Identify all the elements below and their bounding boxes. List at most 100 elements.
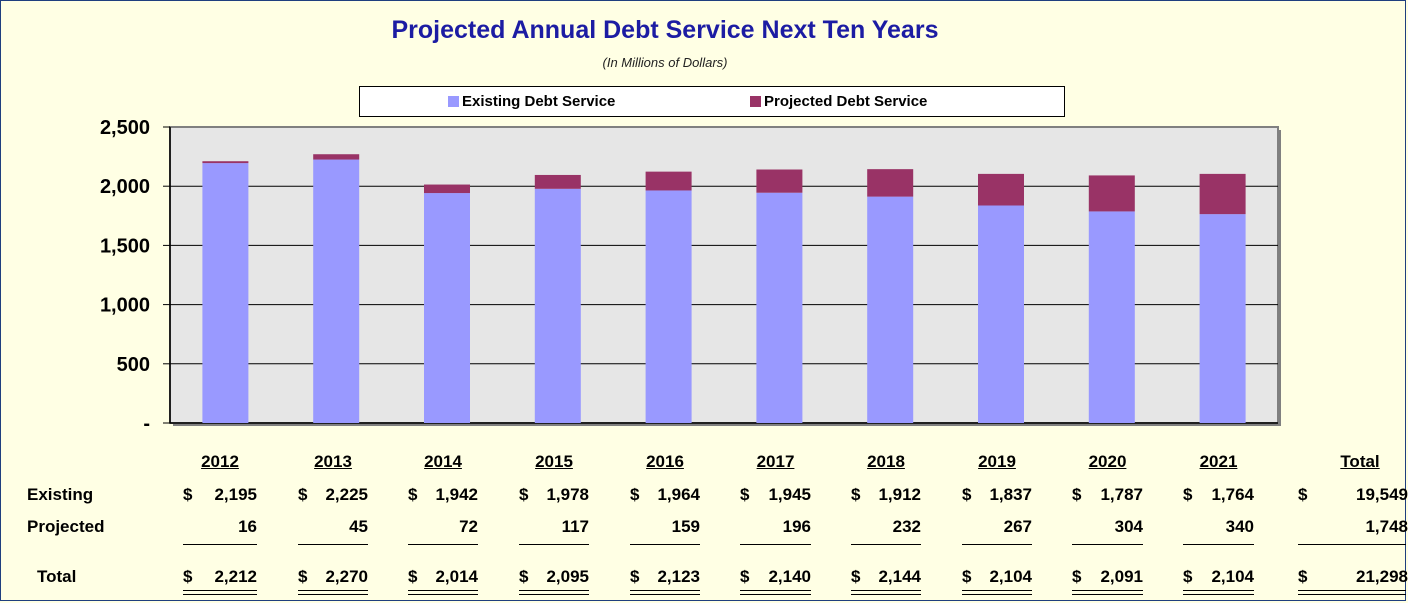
table-cell: 1,748 — [1298, 517, 1408, 539]
cell-value: 1,787 — [1100, 485, 1143, 504]
cell-value: 2,270 — [325, 567, 368, 586]
total-double-underline — [519, 590, 589, 595]
cell-value: 2,091 — [1100, 567, 1143, 586]
table-cell: 304 — [1072, 517, 1143, 539]
cell-value: 19,549 — [1356, 485, 1408, 504]
currency-symbol: $ — [962, 485, 972, 504]
bar-existing — [978, 205, 1024, 423]
currency-symbol: $ — [962, 567, 972, 586]
bar-projected — [1088, 175, 1135, 212]
cell-value: 2,014 — [435, 567, 478, 586]
chart-legend: Existing Debt Service Projected Debt Ser… — [359, 86, 1065, 117]
chart-subtitle: (In Millions of Dollars) — [602, 55, 728, 70]
bar-existing — [534, 188, 581, 423]
cell-value: 1,764 — [1211, 485, 1254, 504]
table-cell: 72 — [408, 517, 478, 539]
cell-value: 2,104 — [989, 567, 1032, 586]
cell-value: 267 — [1003, 517, 1032, 536]
bar-existing — [424, 193, 470, 423]
currency-symbol: $ — [1072, 485, 1082, 504]
cell-value: 72 — [459, 517, 478, 536]
bar-existing — [1088, 211, 1135, 423]
table-cell: 340 — [1183, 517, 1254, 539]
bar-projected — [978, 173, 1024, 206]
currency-symbol: $ — [1183, 485, 1193, 504]
bar-projected — [1199, 173, 1246, 215]
currency-symbol: $ — [183, 567, 193, 586]
bar-projected — [202, 161, 249, 164]
table-cell: $2,195 — [183, 485, 257, 507]
currency-symbol: $ — [851, 485, 861, 504]
total-double-underline — [408, 590, 478, 595]
currency-symbol: $ — [298, 567, 308, 586]
table-cell: $2,123 — [630, 567, 700, 589]
subtotal-underline — [298, 544, 368, 545]
bar-existing — [1199, 214, 1246, 423]
cell-value: 2,095 — [546, 567, 589, 586]
table-row-label: Projected — [27, 517, 105, 536]
cell-value: 304 — [1114, 517, 1143, 536]
currency-symbol: $ — [408, 485, 418, 504]
table-cell: 45 — [298, 517, 368, 539]
currency-symbol: $ — [740, 485, 750, 504]
currency-symbol: $ — [1072, 567, 1082, 586]
cell-value: 2,195 — [214, 485, 257, 504]
cell-value: 159 — [671, 517, 700, 536]
table-header: 2016 — [646, 452, 684, 471]
cell-value: 1,978 — [546, 485, 589, 504]
subtotal-underline — [740, 544, 811, 545]
subtotal-underline — [183, 544, 257, 545]
currency-symbol: $ — [1298, 485, 1308, 504]
total-double-underline — [630, 590, 700, 595]
subtotal-underline — [1183, 544, 1254, 545]
legend-item-projected: Projected Debt Service — [750, 93, 927, 110]
y-tick-label: 2,000 — [100, 176, 150, 198]
table-cell: $2,270 — [298, 567, 368, 589]
table-cell: $2,212 — [183, 567, 257, 589]
chart-plot: - 500 1,000 1,500 2,000 2,500 — [100, 117, 1281, 435]
legend-label-projected: Projected Debt Service — [764, 93, 928, 110]
currency-symbol: $ — [519, 567, 529, 586]
total-double-underline — [183, 590, 257, 595]
table-cell: $1,787 — [1072, 485, 1143, 507]
chart-title: Projected Annual Debt Service Next Ten Y… — [391, 16, 939, 44]
table-cell: $19,549 — [1298, 485, 1408, 507]
table-cell: $21,298 — [1298, 567, 1408, 589]
bar-existing — [867, 196, 914, 423]
subtotal-underline — [962, 544, 1032, 545]
currency-symbol: $ — [408, 567, 418, 586]
table-cell: $1,945 — [740, 485, 811, 507]
table-cell: $2,140 — [740, 567, 811, 589]
bar-projected — [424, 184, 470, 194]
total-double-underline — [1183, 590, 1254, 595]
subtotal-underline — [408, 544, 478, 545]
table-cell: 232 — [851, 517, 921, 539]
table-cell: 267 — [962, 517, 1032, 539]
table-cell: 196 — [740, 517, 811, 539]
bar-projected — [534, 174, 581, 189]
cell-value: 196 — [782, 517, 811, 536]
table-cell: $1,964 — [630, 485, 700, 507]
table-cell: $1,942 — [408, 485, 478, 507]
table-row-label: Total — [37, 567, 77, 586]
table-row-label: Existing — [27, 485, 94, 504]
bar-projected — [867, 169, 914, 197]
y-tick-label: 1,500 — [100, 235, 150, 257]
total-double-underline — [1298, 590, 1406, 595]
table-header: 2017 — [756, 452, 795, 471]
table-header: 2018 — [867, 452, 905, 471]
currency-symbol: $ — [740, 567, 750, 586]
subtotal-underline — [851, 544, 921, 545]
bar-existing — [756, 192, 803, 423]
bar-existing — [313, 159, 360, 423]
cell-value: 16 — [238, 517, 257, 536]
cell-value: 1,945 — [768, 485, 811, 504]
table-header: 2013 — [314, 452, 352, 471]
table-cell: 16 — [183, 517, 257, 539]
cell-value: 1,837 — [989, 485, 1032, 504]
table-cell: $1,764 — [1183, 485, 1254, 507]
y-tick-label: 2,500 — [100, 117, 150, 139]
y-tick-label: - — [143, 413, 150, 435]
table-cell: $2,091 — [1072, 567, 1143, 589]
